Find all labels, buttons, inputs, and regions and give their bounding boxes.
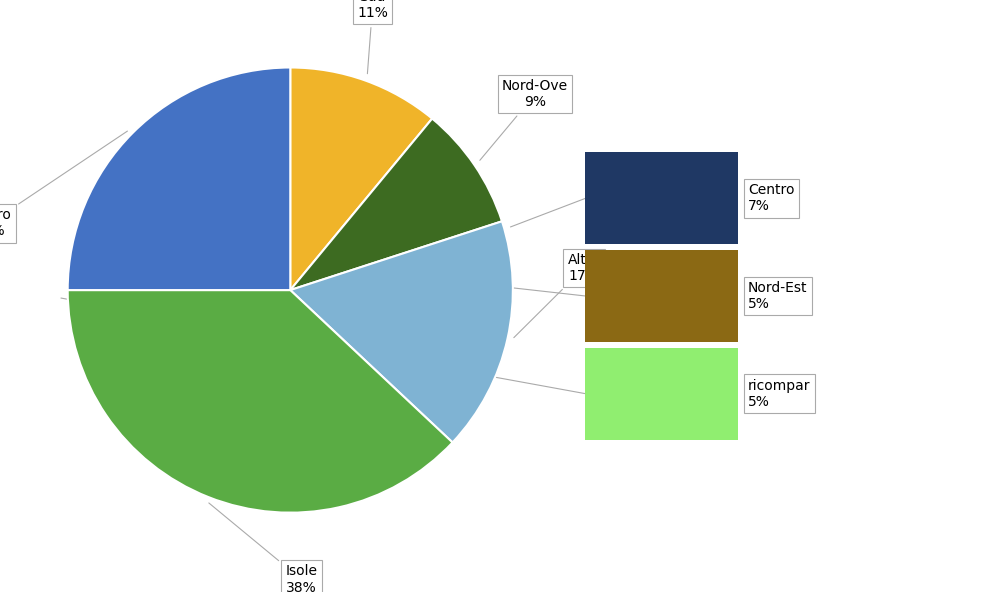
Text: Isole
38%: Isole 38% — [209, 503, 318, 592]
Wedge shape — [290, 67, 432, 290]
Wedge shape — [290, 118, 502, 290]
Text: Nord-Ove
9%: Nord-Ove 9% — [480, 79, 568, 160]
Text: Sud
11%: Sud 11% — [357, 0, 388, 73]
Text: Altra
17%: Altra 17% — [514, 253, 600, 337]
Text: Estero
25%: Estero 25% — [0, 131, 127, 239]
Text: ricompar
5%: ricompar 5% — [748, 378, 811, 409]
Text: Centro
7%: Centro 7% — [748, 183, 794, 214]
Wedge shape — [68, 67, 290, 290]
Wedge shape — [290, 221, 513, 442]
Wedge shape — [68, 290, 453, 513]
Text: Nord-Est
5%: Nord-Est 5% — [748, 281, 807, 311]
